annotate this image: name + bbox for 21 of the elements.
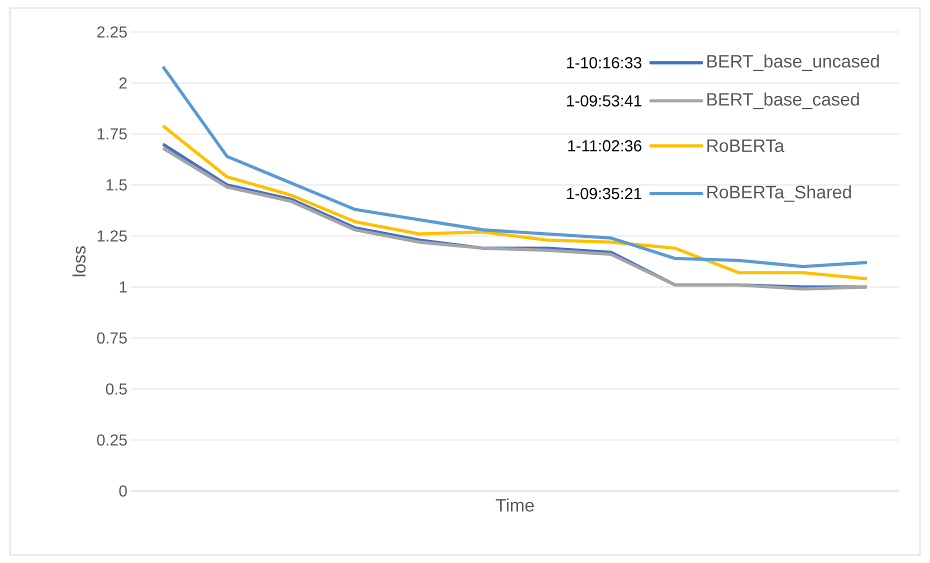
y-tick-label: 1.25: [98, 230, 127, 242]
y-tick-label: 2: [119, 77, 127, 89]
y-tick-label: 2.25: [97, 26, 127, 38]
y-tick-label: 1: [120, 282, 127, 292]
legend-label: RoBERTa: [707, 140, 784, 152]
y-tick-label: 1.5: [106, 179, 127, 191]
y-tick-label: 0: [119, 485, 127, 497]
annotation: 1-09:53:41: [567, 95, 642, 106]
line-series: [161, 124, 869, 280]
y-tick-label: 0.5: [106, 383, 127, 395]
legend-label: BERT_base_uncased: [707, 54, 879, 72]
annotation: 1-11:02:36: [568, 140, 642, 152]
legend-label: BERT_base_cased: [707, 92, 859, 110]
y-tick-label: 1.75: [98, 128, 127, 140]
x-axis-title: Time: [496, 498, 534, 512]
annotation: 1-09:35:21: [567, 188, 642, 200]
y-tick-label: 0.75: [97, 332, 127, 344]
legend-label: RoBERTa_Shared: [707, 185, 851, 202]
y-tick-label: 0.25: [97, 434, 127, 446]
annotation: 1-10:16:33: [567, 57, 642, 68]
y-axis-title: loss: [72, 246, 86, 276]
